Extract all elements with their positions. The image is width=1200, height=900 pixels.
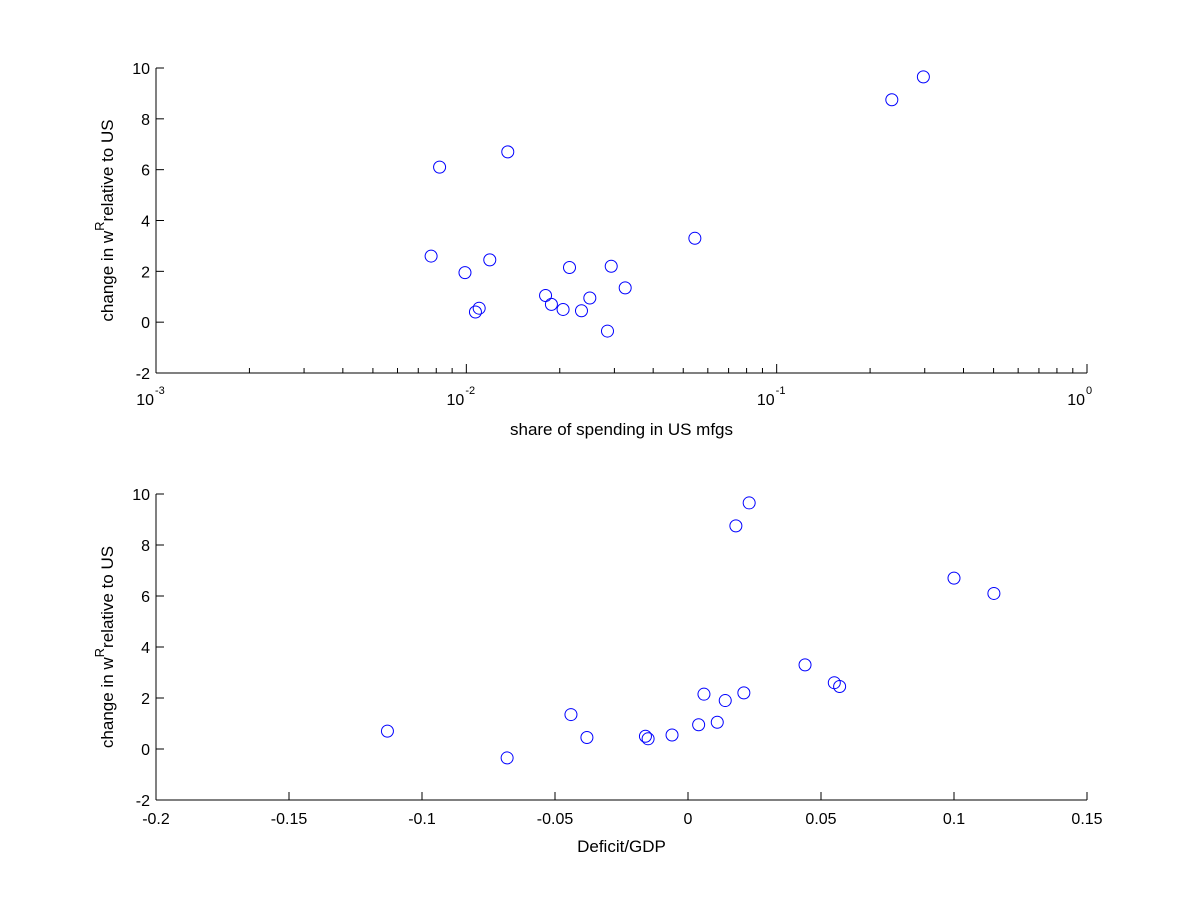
data-point xyxy=(458,266,472,280)
data-point xyxy=(697,687,711,701)
y-axis-title-prefix: change in w xyxy=(98,657,117,748)
data-point xyxy=(583,291,597,305)
data-point xyxy=(574,304,588,318)
y-tick-label: 0 xyxy=(141,742,150,759)
x-tick-label-exponent: 0 xyxy=(1086,385,1092,397)
y-tick-label: 2 xyxy=(141,691,150,708)
data-point xyxy=(563,261,577,275)
y-tick-label: 6 xyxy=(141,163,150,180)
x-tick-label: 0.05 xyxy=(805,811,836,828)
x-tick-label-base: 10 xyxy=(447,392,465,409)
data-point xyxy=(600,324,614,338)
x-tick-label: -0.2 xyxy=(142,811,170,828)
data-point xyxy=(688,231,702,245)
y-tick-label: 6 xyxy=(141,589,150,606)
x-tick-label: -0.05 xyxy=(537,811,574,828)
y-tick-label: 4 xyxy=(141,214,150,231)
y-tick-label: 10 xyxy=(132,487,150,504)
data-point xyxy=(737,686,751,700)
y-tick-label: -2 xyxy=(136,366,150,383)
y-axis-title-suffix: relative to US xyxy=(98,546,117,648)
x-tick-label-exponent: -3 xyxy=(155,385,165,397)
x-tick-label: -0.15 xyxy=(271,811,308,828)
data-point xyxy=(483,253,497,267)
data-point xyxy=(742,496,756,510)
data-point xyxy=(987,586,1001,600)
data-point xyxy=(468,305,482,319)
y-tick-label: 4 xyxy=(141,640,150,657)
data-point xyxy=(539,288,553,302)
x-tick-label: -0.1 xyxy=(408,811,436,828)
data-point xyxy=(798,658,812,672)
data-point xyxy=(580,731,594,745)
x-tick-label: 0.15 xyxy=(1071,811,1102,828)
data-point xyxy=(501,145,515,159)
data-point xyxy=(380,724,394,738)
data-point xyxy=(916,70,930,84)
x-tick-label: 0.1 xyxy=(943,811,965,828)
y-tick-label: 0 xyxy=(141,315,150,332)
x-tick-label-exponent: -1 xyxy=(776,385,786,397)
y-tick-label: -2 xyxy=(136,793,150,810)
data-point xyxy=(433,160,447,174)
data-point xyxy=(692,718,706,732)
bottom-scatter-plot: -2 0 2 4 6 8 10 -0.2 -0.15 -0.1 -0.05 0 0.05 0.1 0.15 D… xyxy=(92,487,1103,856)
y-tick-label: 10 xyxy=(132,61,150,78)
data-point xyxy=(472,301,486,315)
data-point xyxy=(564,708,578,722)
y-axis-title-prefix: change in w xyxy=(98,230,117,321)
y-axis-title-superscript: R xyxy=(92,648,107,657)
data-point xyxy=(947,571,961,585)
data-point xyxy=(544,297,558,311)
data-point xyxy=(665,728,679,742)
data-point xyxy=(424,249,438,263)
data-point xyxy=(618,281,632,295)
x-tick-label-base: 10 xyxy=(136,392,154,409)
x-tick-label: 0 xyxy=(684,811,693,828)
data-point xyxy=(641,732,655,746)
x-tick-label-base: 10 xyxy=(757,392,775,409)
data-point xyxy=(729,519,743,533)
y-axis-title: change in wRrelative to US xyxy=(92,119,117,321)
data-point xyxy=(833,680,847,694)
y-axis-title-suffix: relative to US xyxy=(98,119,117,221)
data-point xyxy=(885,93,899,107)
y-tick-label: 8 xyxy=(141,538,150,555)
data-point xyxy=(718,694,732,708)
x-axis-title: Deficit/GDP xyxy=(577,837,666,856)
data-point xyxy=(500,751,514,765)
x-tick-label-base: 10 xyxy=(1067,392,1085,409)
y-tick-label: 2 xyxy=(141,264,150,281)
data-point xyxy=(638,729,652,743)
data-point xyxy=(556,302,570,316)
y-axis-title-superscript: R xyxy=(92,221,107,230)
y-tick-label: 8 xyxy=(141,112,150,129)
x-tick-label-exponent: -2 xyxy=(465,385,475,397)
data-point xyxy=(710,715,724,729)
data-point xyxy=(604,259,618,273)
x-axis-title: share of spending in US mfgs xyxy=(510,420,733,439)
y-axis-title: change in wRrelative to US xyxy=(92,546,117,748)
